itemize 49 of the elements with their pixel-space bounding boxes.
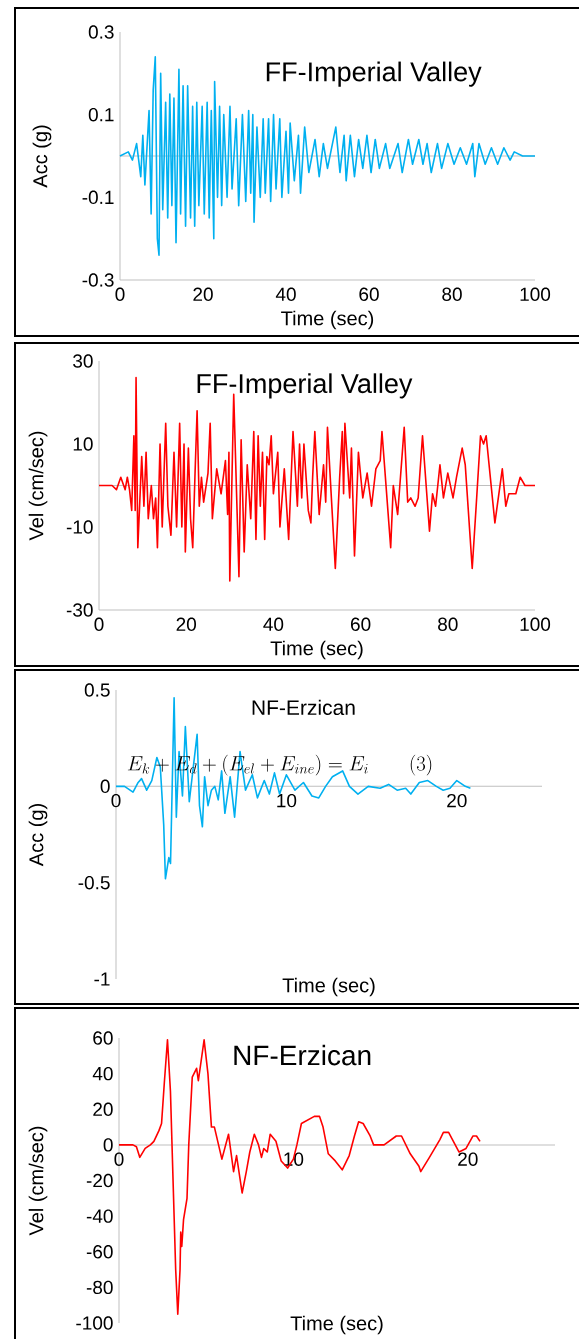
x-tick-label: 0 <box>115 287 125 301</box>
y-tick-label: -0.1 <box>82 190 114 205</box>
x-axis-title: Time (sec) <box>281 310 374 330</box>
y-tick-label: -1 <box>94 972 110 986</box>
y-tick-label: -40 <box>86 1209 113 1223</box>
y-axis-title: Vel (cm/sec) <box>28 1126 48 1236</box>
y-tick-label: -20 <box>86 1173 113 1188</box>
x-tick-label: 80 <box>438 617 458 631</box>
y-tick-label: 0.5 <box>84 683 110 697</box>
x-tick-label: 20 <box>458 1152 478 1166</box>
y-tick-label: -0.5 <box>78 875 110 890</box>
x-tick-label: 20 <box>193 287 213 301</box>
x-axis-title: Time (sec) <box>282 977 375 997</box>
x-tick-label: 100 <box>520 617 551 631</box>
text: FF-Imperial Valley <box>266 61 482 87</box>
y-tick-label: 0 <box>100 779 110 794</box>
line-series <box>119 56 536 256</box>
y-tick-label: 0.3 <box>88 25 114 39</box>
x-axis-title: Time (sec) <box>270 640 363 660</box>
y-tick-label: -0.3 <box>82 273 114 287</box>
x-tick-label: 10 <box>277 793 297 808</box>
y-tick-label: 60 <box>93 1031 113 1045</box>
x-axis-title: Time (sec) <box>290 1315 383 1335</box>
y-axis-title: Acc (g) <box>28 804 48 867</box>
y-tick-label: -100 <box>76 1316 113 1330</box>
y-tick-label: 0.1 <box>88 107 114 122</box>
x-tick-label: 20 <box>176 617 197 631</box>
x-tick-label: 20 <box>447 793 467 808</box>
y-tick-label: -30 <box>66 603 93 617</box>
x-tick-label: 40 <box>263 617 284 631</box>
chart-title: NF-Erzican <box>234 1044 371 1066</box>
y-tick-label: 30 <box>73 354 93 368</box>
y-axis-title: Vel (cm/sec) <box>28 431 48 541</box>
x-tick-label: 100 <box>520 287 551 301</box>
chart-title: NF-Erzican <box>252 699 355 716</box>
y-tick-label: 20 <box>93 1102 113 1116</box>
x-tick-label: 40 <box>275 287 296 301</box>
x-tick-label: 60 <box>359 287 379 301</box>
y-tick-label: -60 <box>86 1245 113 1259</box>
y-tick-label: 10 <box>73 437 93 451</box>
y-tick-label: -80 <box>86 1280 113 1295</box>
x-tick-label: 60 <box>350 617 371 631</box>
x-tick-label: 80 <box>442 287 462 301</box>
y-axis-title: Acc (g) <box>32 125 52 188</box>
y-tick-label: 0 <box>103 1138 113 1152</box>
chart-title: FF-Imperial Valley <box>197 373 413 399</box>
y-tick-label: 40 <box>92 1066 113 1081</box>
y-tick-label: -10 <box>66 520 93 534</box>
x-tick-label: 0 <box>114 1152 124 1166</box>
